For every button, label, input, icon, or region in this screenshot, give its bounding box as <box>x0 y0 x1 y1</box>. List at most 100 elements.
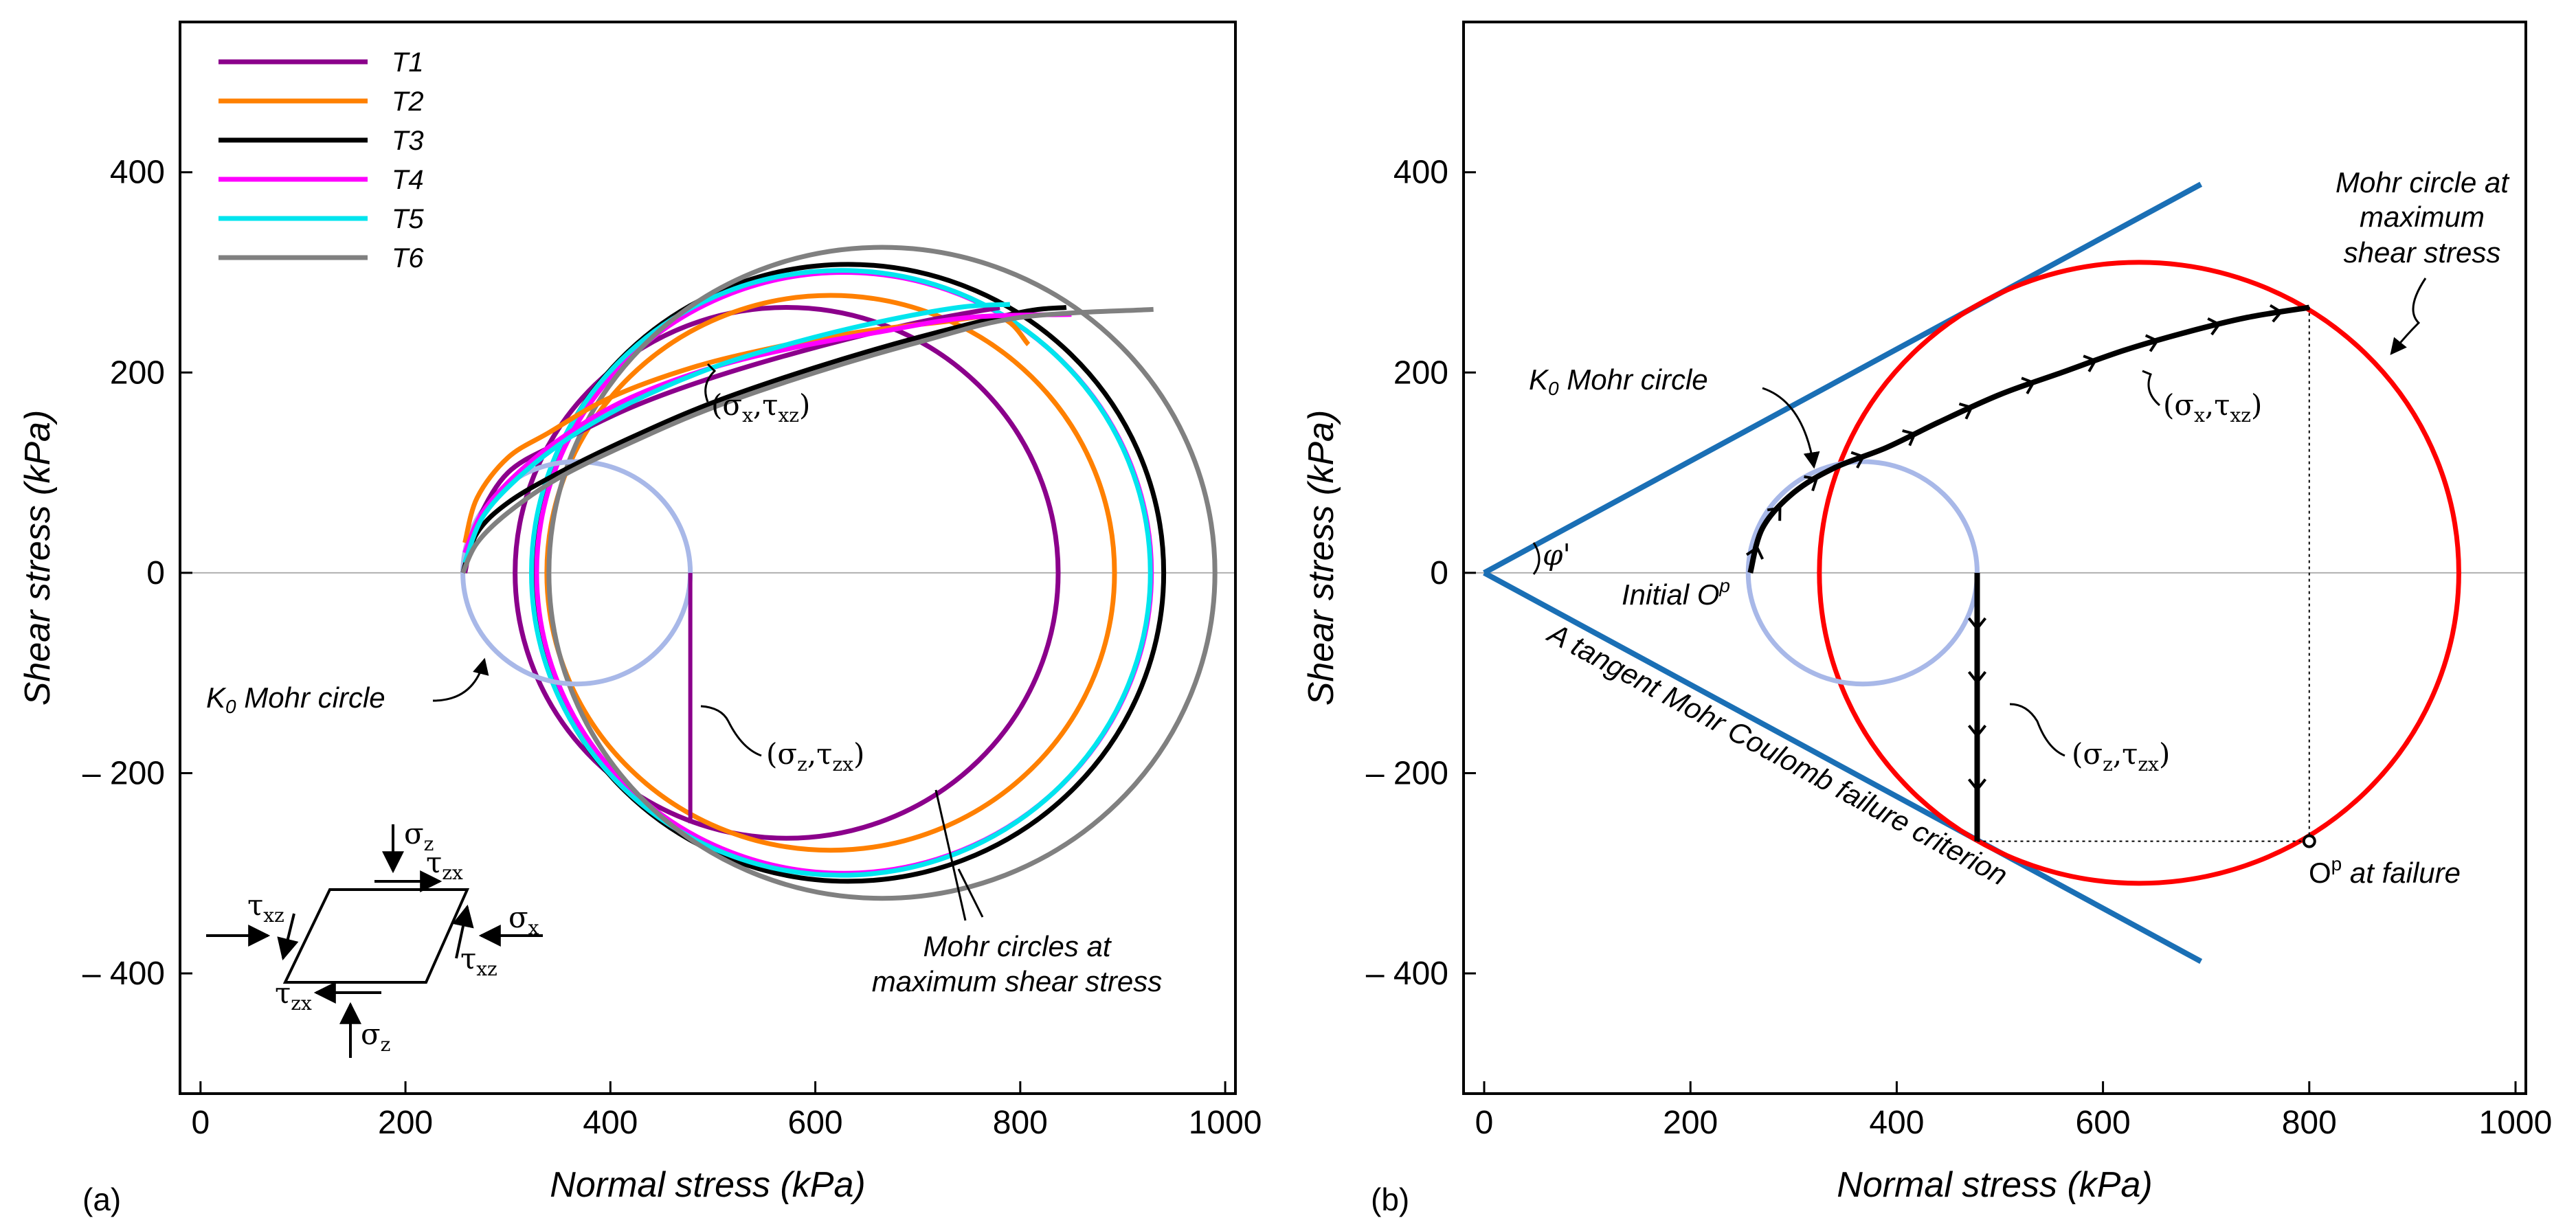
path-direction-marker <box>2021 376 2036 394</box>
annotation-arrow <box>432 657 489 702</box>
tau-zx-label-bottom: τzx <box>275 976 312 1015</box>
annotation-sx-txz: (σx,τxz) <box>2163 388 2262 427</box>
legend-label: T3 <box>392 126 424 156</box>
annotation-leader <box>957 868 984 918</box>
x-tick-label: 600 <box>2076 1105 2131 1141</box>
stress-path-t2 <box>462 313 1031 544</box>
annotation-leader <box>704 363 717 403</box>
mohr-circle-t1 <box>513 305 1061 841</box>
tau-xz-arrow-left <box>277 913 299 961</box>
path-direction-marker <box>1804 475 1819 492</box>
y-tick-label: – 400 <box>1366 956 1448 992</box>
x-tick-label: 0 <box>191 1105 210 1141</box>
annotation-leader <box>700 705 762 757</box>
stress-path-t6 <box>460 306 1154 574</box>
panel-a: 0 200 400 600 800 1000 400 200 0 – 200 – 400 Norma… <box>18 21 1262 1217</box>
phi-arc <box>1532 542 1541 575</box>
y-tick-label: 200 <box>1393 354 1448 391</box>
panel-label: (b) <box>1371 1182 1409 1217</box>
stress-element-sketch: σz τzx τxz σx τxz τzx σz <box>206 817 543 1058</box>
x-tick-label: 0 <box>1475 1105 1494 1141</box>
x-tick-label: 200 <box>1663 1105 1718 1141</box>
annotation-arrow <box>1762 387 1820 469</box>
y-tick-label: 200 <box>110 354 165 391</box>
path-direction-marker <box>1850 451 1866 468</box>
y-tick-label: 0 <box>1430 555 1448 591</box>
panel-label: (a) <box>82 1182 121 1217</box>
path-direction-marker <box>2144 334 2160 352</box>
sigma-z-label-bottom: σz <box>361 1017 390 1056</box>
annotation-arrow <box>2390 278 2427 355</box>
mohr-circle-failure <box>1817 260 2461 886</box>
legend-label: T2 <box>392 87 424 117</box>
legend: T1 T2 T3 T4 T5 T6 <box>219 47 424 273</box>
annotation-mohr-circles: Mohr circles at <box>923 930 1112 962</box>
annotation-initial-op: Initial Op <box>1622 575 1730 611</box>
annotation-mohr-circle-line3: shear stress <box>2344 236 2501 269</box>
legend-label: T1 <box>392 47 424 78</box>
y-tick-label: 400 <box>110 155 165 191</box>
path-direction-marker <box>1958 403 1973 420</box>
element-parallelogram <box>282 888 470 984</box>
annotation-leader <box>2009 703 2065 757</box>
path-direction-marker <box>2083 354 2098 372</box>
y-tick-label: 0 <box>146 555 165 591</box>
x-tick-label: 1000 <box>1189 1105 1262 1141</box>
sigma-z-label-top: σz <box>404 817 434 855</box>
failure-envelope-lower <box>1483 570 2203 964</box>
y-tick-label: – 200 <box>82 755 165 791</box>
path-direction-marker <box>1967 725 1987 738</box>
path-direction-marker <box>1902 429 1917 447</box>
x-tick-label: 800 <box>2282 1105 2337 1141</box>
panel-b: 0 200 400 600 800 1000 400 200 0 – 200 – 400 Norma… <box>1301 21 2552 1217</box>
mohr-circle-t6 <box>546 245 1218 901</box>
path-direction-marker <box>1767 506 1782 521</box>
tau-xz-label-left: τxz <box>247 888 284 927</box>
annotation-leader <box>2142 370 2160 407</box>
path-direction-marker <box>1967 778 1987 792</box>
annotation-mohr-circle-line2: maximum <box>2360 201 2485 233</box>
path-direction-marker <box>1745 545 1765 560</box>
plot-frame <box>1462 21 2527 1095</box>
annotation-sx-txz: (σx,τxz) <box>711 388 810 427</box>
y-tick-label: – 400 <box>82 956 165 992</box>
x-tick-label: 600 <box>788 1105 843 1141</box>
tau-zx-label-top: τzx <box>426 846 463 884</box>
annotation-sz-tzx: (σz,τzx) <box>2072 737 2170 776</box>
annotation-op-failure: Op at failure <box>2309 853 2461 889</box>
tau-xz-arrow-right <box>452 904 474 959</box>
stress-path-sx-txz <box>1747 304 2310 574</box>
y-axis-label: Shear stress (kPa) <box>1301 410 1341 706</box>
legend-label: T6 <box>392 243 424 273</box>
annotation-k0: K0 Mohr circle <box>1529 363 1708 399</box>
x-tick-label: 400 <box>1869 1105 1924 1141</box>
annotation-mohr-circle: Mohr circle at <box>2336 166 2510 199</box>
stress-path-t1 <box>462 305 1000 574</box>
path-direction-marker <box>2207 317 2221 336</box>
annotation-mohr-circles-line2: maximum shear stress <box>872 965 1162 997</box>
x-tick-label: 800 <box>993 1105 1048 1141</box>
legend-label: T5 <box>392 204 424 234</box>
legend-label: T4 <box>392 165 424 195</box>
mohr-circle-t5 <box>529 268 1153 878</box>
x-axis-label: Normal stress (kPa) <box>1837 1165 2152 1205</box>
annotation-sz-tzx: (σz,τzx) <box>766 737 864 776</box>
path-direction-marker <box>1967 670 1987 685</box>
y-tick-label: 400 <box>1393 155 1448 191</box>
x-axis-label: Normal stress (kPa) <box>550 1165 865 1205</box>
failure-point-marker <box>2302 834 2316 848</box>
tau-xz-label-right: τxz <box>460 942 497 980</box>
y-tick-label: – 200 <box>1366 755 1448 791</box>
y-axis-label: Shear stress (kPa) <box>18 410 58 706</box>
annotation-failure-criterion: A tangent Mohr Coulomb failure criterion <box>1541 616 2013 892</box>
annotation-leader <box>934 789 967 921</box>
failure-envelope-upper <box>1483 181 2203 576</box>
path-direction-marker <box>2269 304 2283 323</box>
sigma-x-label-right: σx <box>508 901 539 939</box>
path-direction-marker <box>1967 617 1987 631</box>
annotation-phi: φ' <box>1543 538 1571 572</box>
x-tick-label: 200 <box>378 1105 433 1141</box>
plot-frame <box>179 21 1237 1095</box>
annotation-k0: K0 Mohr circle <box>206 681 385 717</box>
